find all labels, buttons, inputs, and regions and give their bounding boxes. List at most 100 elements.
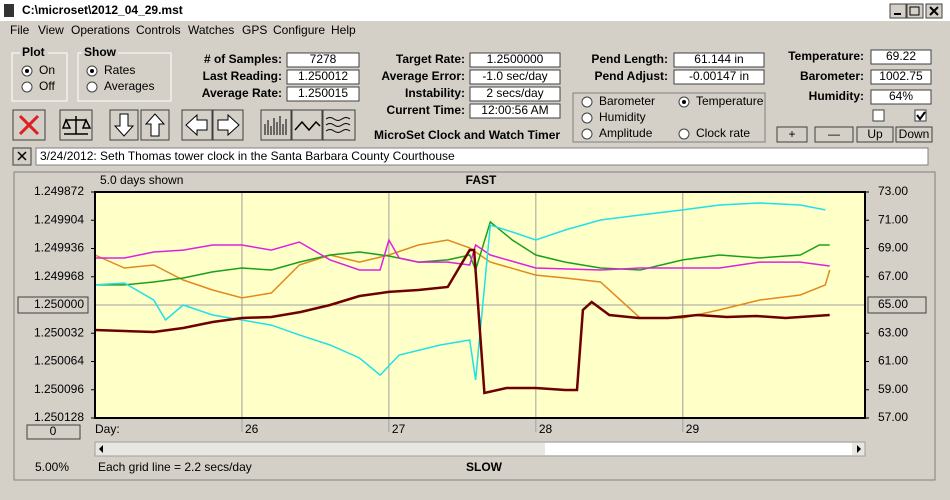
- legend-box: [572, 92, 766, 143]
- app-name: MicroSet Clock and Watch Timer: [374, 128, 560, 142]
- field-value: 12:00:56 AM: [481, 103, 548, 117]
- grid-note: Each grid line = 2.2 secs/day: [98, 460, 252, 474]
- field-label: Barometer:: [800, 69, 864, 83]
- field-value: 1.250015: [298, 86, 348, 100]
- window-controls: [889, 3, 943, 19]
- scroll-thumb[interactable]: [545, 443, 852, 455]
- show-group-box: [77, 52, 172, 102]
- series-line: [95, 238, 830, 271]
- y2-tick-label: 59.00: [878, 382, 908, 396]
- y-tick-label: 1.249936: [34, 241, 84, 255]
- x-tick-label: 29: [686, 422, 700, 436]
- fields: # of Samples: 7278 Last Reading: 1.250012 Av…: [202, 49, 932, 119]
- series-line: [95, 220, 830, 286]
- legend-label: Temperature: [696, 94, 764, 108]
- field-box: [469, 86, 561, 102]
- field-label: Average Rate:: [202, 86, 282, 100]
- legend-radio[interactable]: [581, 112, 593, 124]
- field-label: Last Reading:: [203, 69, 282, 83]
- y2-tick-label: 57.00: [878, 410, 908, 424]
- toolbar-button[interactable]: [291, 109, 323, 141]
- checkbox[interactable]: [872, 109, 885, 122]
- left-arrow-icon: [185, 113, 208, 137]
- delete-icon: [18, 114, 40, 136]
- note-box[interactable]: [35, 147, 929, 166]
- radio-button[interactable]: [21, 81, 33, 93]
- menu-item[interactable]: GPS: [242, 23, 267, 37]
- field-box: [673, 52, 765, 68]
- offset-button[interactable]: [26, 424, 81, 440]
- checkbox[interactable]: [914, 109, 927, 122]
- radio-button[interactable]: [86, 81, 98, 93]
- toolbar: [12, 109, 356, 141]
- note-text: 3/24/2012: Seth Thomas tower clock in th…: [40, 149, 455, 163]
- tick-button[interactable]: [867, 296, 927, 314]
- plot-border: [94, 191, 866, 419]
- field-value: 61.144 in: [694, 52, 743, 66]
- chart-bottom-label: SLOW: [466, 460, 503, 474]
- button[interactable]: [776, 126, 808, 143]
- button[interactable]: [814, 126, 854, 143]
- waves-icon: [325, 117, 351, 133]
- field-label: Humidity:: [809, 89, 864, 103]
- group-title-bg: [82, 48, 118, 60]
- scroll-left[interactable]: [99, 445, 103, 453]
- radio-label: Averages: [104, 79, 154, 93]
- button[interactable]: [856, 126, 894, 143]
- plot-group-title: Plot: [22, 45, 45, 59]
- maximize-icon: [909, 6, 920, 16]
- field-box: [870, 49, 932, 65]
- legend-radio-dot: [682, 100, 686, 104]
- legend-radio[interactable]: [581, 128, 593, 140]
- field-box: [870, 89, 932, 105]
- y2-tick-label: 71.00: [878, 212, 908, 226]
- legend-radio[interactable]: [678, 128, 690, 140]
- right-arrow-icon: [217, 113, 240, 137]
- series-line: [94, 248, 830, 395]
- checkmark: [916, 111, 926, 121]
- field-label: Pend Length:: [591, 52, 668, 66]
- menu-item[interactable]: Controls: [136, 23, 181, 37]
- toolbar-button[interactable]: [322, 109, 356, 141]
- zoom-label: 5.00%: [35, 460, 69, 474]
- offset-label: 0: [50, 424, 57, 438]
- menu-item[interactable]: Configure: [273, 23, 325, 37]
- y-tick-label: 1.250000: [34, 297, 84, 311]
- maximize-button[interactable]: [906, 3, 924, 19]
- field-value: 64%: [889, 89, 913, 103]
- field-label: Average Error:: [381, 69, 465, 83]
- legend-label: Clock rate: [696, 126, 750, 140]
- legend-label: Amplitude: [599, 126, 653, 140]
- menu-item[interactable]: Watches: [188, 23, 234, 37]
- scroll-right[interactable]: [857, 445, 861, 453]
- close-icon: [929, 6, 939, 16]
- legend-radio[interactable]: [581, 96, 593, 108]
- field-value: 69.22: [886, 49, 916, 63]
- y-tick-label: 1.249968: [34, 269, 84, 283]
- menu-item[interactable]: Operations: [71, 23, 130, 37]
- group-title-bg: [20, 48, 48, 60]
- x-tick-label: 28: [539, 422, 553, 436]
- x-tick-label: 26: [245, 422, 259, 436]
- field-box: [286, 86, 360, 102]
- tick-button[interactable]: [17, 296, 89, 314]
- window-title: C:\microset\2012_04_29.mst: [22, 3, 183, 17]
- field-box: [286, 69, 360, 85]
- menu-item[interactable]: File: [10, 23, 30, 37]
- menu-item[interactable]: Help: [331, 23, 356, 37]
- x-axis-label: Day:: [95, 422, 120, 436]
- minimize-button[interactable]: [889, 3, 907, 19]
- field-label: # of Samples:: [204, 52, 282, 66]
- button-label: Up: [867, 127, 883, 141]
- app-icon: [4, 4, 14, 17]
- legend: Barometer Temperature Humidity Amplitude Clo…: [581, 94, 764, 140]
- series-line: [94, 239, 831, 319]
- radio-dot: [90, 69, 94, 73]
- field-box: [469, 69, 561, 85]
- field-box: [870, 69, 932, 85]
- down-arrow-icon: [113, 113, 135, 137]
- y-tick-label: 1.249872: [34, 184, 84, 198]
- button[interactable]: [895, 126, 933, 143]
- menu-item[interactable]: View: [38, 23, 64, 37]
